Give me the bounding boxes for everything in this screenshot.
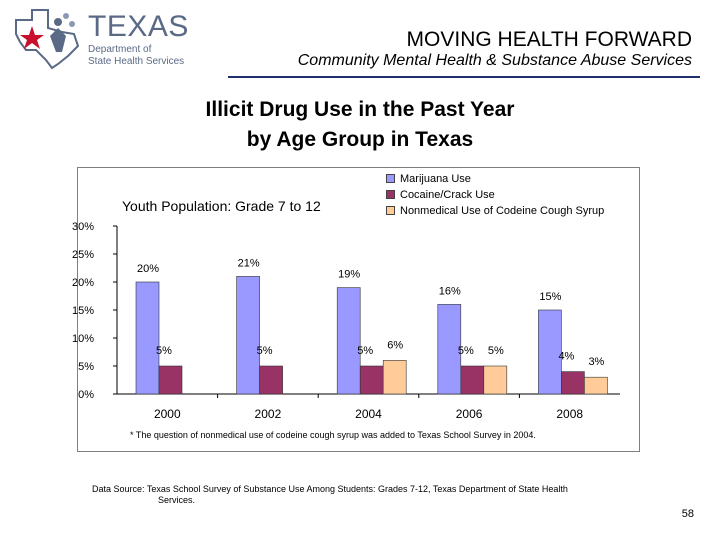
- data-label: 6%: [387, 339, 403, 351]
- bar-cocaine: [158, 365, 183, 395]
- chart-footnote: * The question of nonmedical use of code…: [130, 430, 536, 440]
- logo-subtext: Department of State Health Services: [88, 44, 185, 67]
- slide-title-line1: Illicit Drug Use in the Past Year: [205, 98, 515, 121]
- bar-marijuana: [236, 276, 260, 395]
- bar-cocaine: [359, 365, 384, 395]
- bar-codeine: [382, 360, 407, 395]
- bar-cocaine: [460, 365, 485, 395]
- data-label: 19%: [338, 269, 360, 281]
- y-tick-label: 30%: [72, 221, 94, 233]
- texas-state-star-icon: [15, 9, 80, 70]
- logo-wordmark: TEXAS: [88, 10, 189, 43]
- header-divider: [228, 76, 700, 78]
- x-tick-label: 2006: [456, 407, 483, 421]
- legend-swatch: [386, 174, 395, 183]
- y-tick-label: 10%: [72, 333, 94, 345]
- bar-codeine: [483, 365, 508, 395]
- data-label: 20%: [137, 263, 159, 275]
- y-tick-label: 5%: [78, 361, 94, 373]
- bar-marijuana: [538, 309, 562, 395]
- x-tick-label: 2004: [355, 407, 382, 421]
- legend-item-codeine: Nonmedical Use of Codeine Cough Syrup: [386, 203, 604, 219]
- data-label: 5%: [488, 345, 504, 357]
- legend-item-marijuana: Marijuana Use: [386, 171, 604, 187]
- data-label: 21%: [238, 257, 260, 269]
- x-tick-label: 2000: [154, 407, 181, 421]
- bar-codeine: [584, 376, 608, 395]
- data-label: 4%: [558, 351, 574, 363]
- data-label: 5%: [156, 345, 172, 357]
- data-label: 5%: [458, 345, 474, 357]
- bar-cocaine: [561, 371, 585, 395]
- slide-title-line2: by Age Group in Texas: [246, 128, 474, 151]
- header-title: MOVING HEALTH FORWARD: [406, 28, 692, 51]
- data-source-note: Data Source: Texas School Survey of Subs…: [92, 484, 568, 505]
- x-tick-label: 2008: [556, 407, 583, 421]
- y-tick-label: 25%: [72, 249, 94, 261]
- y-tick-label: 15%: [72, 305, 94, 317]
- data-label: 5%: [257, 345, 273, 357]
- bar-marijuana: [437, 304, 462, 395]
- page-number: 58: [681, 508, 694, 520]
- data-label: 5%: [357, 345, 373, 357]
- y-tick-label: 0%: [78, 389, 94, 401]
- bar-cocaine: [259, 365, 283, 395]
- legend-swatch: [386, 190, 395, 199]
- data-label: 3%: [588, 356, 604, 368]
- chart-subtitle: Youth Population: Grade 7 to 12: [122, 198, 321, 214]
- legend-swatch: [386, 206, 395, 215]
- x-tick-label: 2002: [255, 407, 282, 421]
- legend-item-cocaine: Cocaine/Crack Use: [386, 187, 604, 203]
- data-label: 16%: [439, 285, 461, 297]
- bar-marijuana: [336, 287, 361, 395]
- chart-legend: Marijuana Use Cocaine/Crack Use Nonmedic…: [386, 171, 604, 219]
- bar-marijuana: [135, 281, 160, 395]
- header-subtitle: Community Mental Health & Substance Abus…: [297, 52, 692, 69]
- asterisk-icon: *: [130, 430, 136, 440]
- data-label: 15%: [539, 291, 561, 303]
- texas-dshs-logo: TEXAS Department of State Health Service…: [10, 6, 200, 70]
- y-tick-label: 20%: [72, 277, 94, 289]
